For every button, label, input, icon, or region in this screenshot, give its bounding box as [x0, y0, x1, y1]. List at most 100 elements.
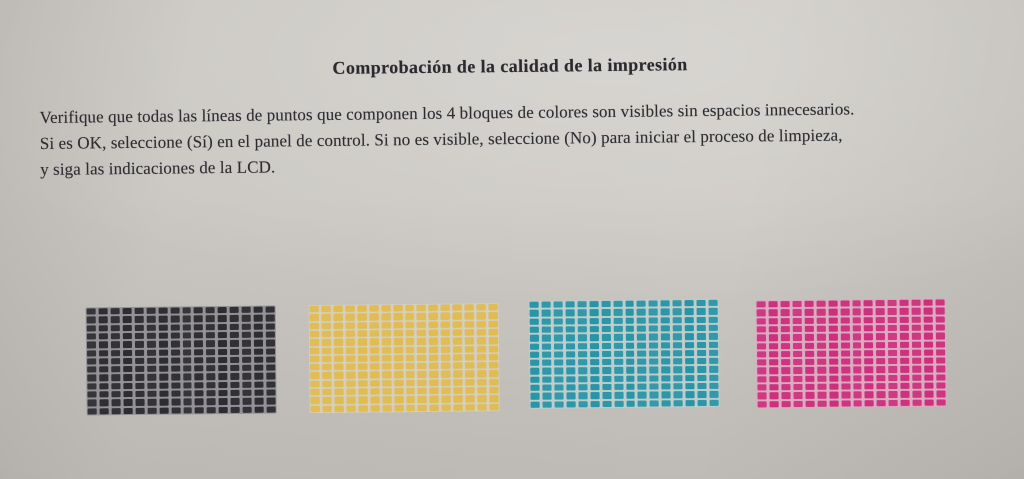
ink-dash	[99, 399, 109, 407]
ink-dash	[899, 308, 909, 315]
ink-dash	[87, 399, 97, 407]
ink-dash	[254, 397, 264, 405]
ink-dash	[792, 325, 802, 333]
ink-dash	[159, 390, 169, 398]
ink-dash	[134, 316, 144, 323]
black-ink-block	[85, 305, 277, 416]
ink-dash	[554, 376, 564, 383]
ink-dash	[661, 333, 671, 340]
ink-dash	[476, 329, 486, 336]
ink-dash	[661, 341, 671, 349]
ink-dash	[912, 332, 922, 340]
ink-dash	[577, 334, 587, 341]
ink-dash	[206, 323, 216, 331]
ink-dash	[159, 382, 169, 389]
ink-dash	[589, 359, 599, 366]
ink-dash	[146, 374, 156, 381]
ink-dash	[158, 332, 168, 339]
ink-dash	[625, 325, 635, 333]
ink-dash	[266, 389, 276, 396]
ink-dash	[530, 359, 540, 367]
ink-dash	[589, 317, 599, 325]
ink-dash	[876, 366, 886, 373]
ink-dash	[673, 325, 683, 332]
ink-dash	[614, 400, 624, 407]
ink-dash	[589, 350, 599, 358]
ink-dash	[613, 358, 623, 366]
ink-dash	[565, 301, 575, 308]
ink-dash	[206, 398, 216, 405]
ink-dash	[321, 322, 331, 329]
ink-dash	[170, 349, 180, 356]
ink-dash	[649, 400, 659, 407]
ink-dash	[159, 398, 169, 406]
ink-dash	[111, 399, 121, 406]
ink-dash	[530, 368, 540, 375]
ink-dash	[589, 301, 599, 308]
ink-dash	[875, 300, 885, 307]
ink-dash	[253, 306, 263, 314]
ink-dash	[453, 387, 463, 394]
ink-dash	[406, 404, 416, 412]
ink-dash	[405, 305, 415, 312]
ink-dash	[613, 325, 623, 333]
ink-dash	[888, 324, 898, 332]
ink-dash	[900, 324, 910, 332]
ink-dash	[709, 391, 719, 398]
ink-dash	[541, 318, 551, 325]
ink-dash	[440, 304, 450, 312]
ink-dash	[406, 396, 416, 403]
ink-dash	[265, 314, 275, 322]
ink-dash	[477, 387, 487, 394]
ink-dash	[768, 326, 778, 333]
ink-dash	[254, 339, 264, 347]
ink-dash	[381, 380, 391, 387]
ink-dash	[194, 373, 204, 381]
ink-dash	[697, 349, 707, 357]
ink-dash	[840, 333, 850, 341]
ink-dash	[158, 324, 168, 331]
ink-dash	[369, 346, 379, 354]
ink-dash	[253, 314, 263, 322]
ink-dash	[322, 380, 332, 388]
ink-dash	[769, 375, 779, 383]
ink-dash	[99, 358, 109, 365]
ink-dash	[709, 349, 719, 357]
ink-dash	[158, 315, 168, 323]
ink-dash	[649, 375, 659, 382]
ink-dash	[346, 363, 356, 371]
ink-dash	[684, 308, 694, 315]
ink-dash	[405, 379, 415, 387]
ink-dash	[123, 374, 133, 381]
ink-dash	[158, 307, 168, 315]
ink-dash	[357, 305, 367, 312]
ink-dash	[334, 372, 344, 379]
ink-dash	[923, 307, 933, 315]
ink-dash	[900, 374, 910, 381]
ink-dash	[241, 323, 251, 330]
ink-dash	[792, 334, 802, 341]
ink-dash	[309, 314, 319, 321]
ink-dash	[195, 406, 205, 414]
ink-dash	[429, 313, 439, 320]
ink-dash	[194, 357, 204, 364]
ink-dash	[122, 349, 132, 356]
ink-dash	[876, 391, 886, 398]
ink-dash	[828, 300, 838, 307]
ink-dash	[888, 349, 898, 357]
ink-dash	[370, 396, 380, 404]
ink-dash	[888, 366, 898, 373]
ink-dash	[334, 388, 344, 396]
ink-dash	[441, 354, 451, 361]
ink-dash	[98, 349, 108, 357]
ink-dash	[417, 313, 427, 320]
ink-dash	[817, 375, 827, 382]
ink-dash	[171, 398, 181, 406]
ink-dash	[541, 326, 551, 333]
ink-dash	[394, 388, 404, 395]
ink-dash	[841, 400, 851, 407]
ink-dash	[345, 355, 355, 362]
ink-dash	[912, 341, 922, 348]
ink-dash	[865, 399, 875, 407]
